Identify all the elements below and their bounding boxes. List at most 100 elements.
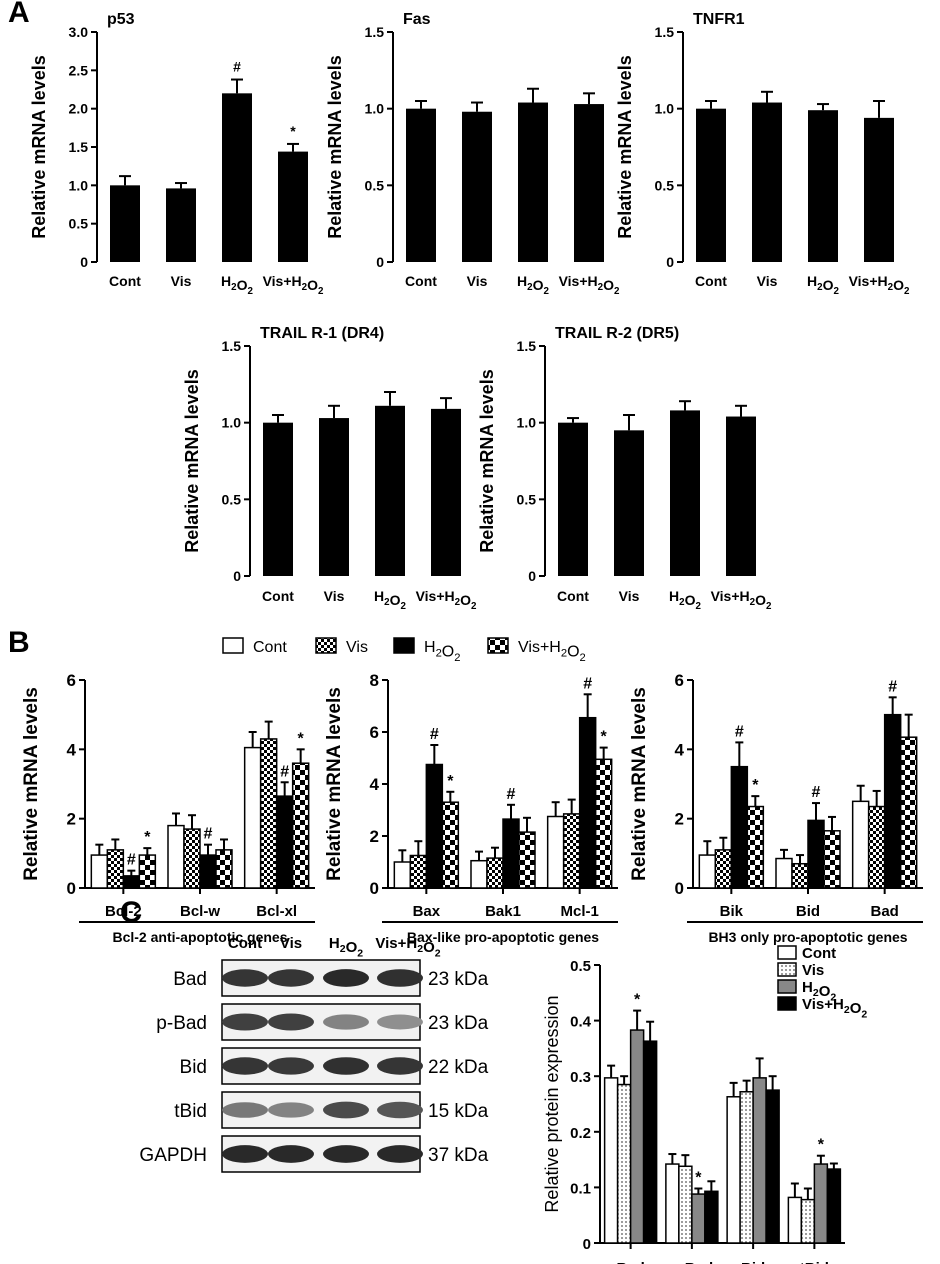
y-tick-label: 0.4 bbox=[570, 1014, 592, 1031]
blot-band bbox=[377, 1101, 423, 1119]
x-tick-label: Bcl-2 bbox=[105, 903, 142, 920]
x-tick-label: Cont bbox=[262, 588, 294, 604]
x-tick-label: Bak1 bbox=[485, 903, 521, 920]
chart-title: Fas bbox=[403, 11, 431, 28]
significance-mark: # bbox=[233, 59, 241, 75]
significance-mark: * bbox=[752, 777, 759, 794]
blot-band bbox=[222, 1013, 268, 1031]
y-tick-label: 1.5 bbox=[655, 24, 675, 40]
bar bbox=[106, 849, 125, 889]
chart-title: TRAIL R-2 (DR5) bbox=[555, 325, 679, 342]
y-axis-label: Relative mRNA levels bbox=[629, 687, 650, 881]
blot-kda-label: 22 kDa bbox=[428, 1057, 489, 1078]
blot-band bbox=[377, 969, 423, 987]
bar bbox=[259, 738, 278, 889]
chart-b3: 0 2 4 6 Relative mRNA levels # * Bik # Bid # Bad BH3… bbox=[629, 671, 923, 945]
significance-mark: # bbox=[888, 678, 897, 695]
significance-mark: # bbox=[204, 826, 213, 843]
blot-column-label: H2O2 bbox=[329, 935, 363, 959]
bar bbox=[726, 1096, 741, 1244]
bar bbox=[899, 736, 918, 889]
bar bbox=[425, 763, 444, 889]
x-tick-label: Vis+H2O2 bbox=[849, 273, 910, 297]
y-tick-label: 0.1 bbox=[570, 1180, 591, 1197]
significance-mark: # bbox=[583, 675, 592, 692]
bar bbox=[808, 110, 838, 262]
x-tick-label: Vis+H2O2 bbox=[263, 273, 324, 297]
legend-label: H2O2 bbox=[802, 979, 836, 1003]
bar bbox=[698, 854, 717, 889]
y-tick-label: 0 bbox=[583, 1236, 591, 1253]
y-tick-label: 0.5 bbox=[365, 177, 385, 193]
y-tick-label: 0.5 bbox=[69, 216, 89, 232]
panel-label-b: B bbox=[8, 626, 30, 659]
blot-band bbox=[222, 1102, 268, 1118]
legend-swatch bbox=[777, 945, 797, 960]
bar bbox=[746, 805, 765, 889]
y-tick-label: 0 bbox=[67, 879, 76, 898]
bar bbox=[518, 831, 536, 889]
y-tick-label: 2.0 bbox=[69, 101, 89, 117]
legend-label: Vis bbox=[346, 639, 368, 656]
chart-title: p53 bbox=[107, 11, 135, 28]
y-tick-label: 1.0 bbox=[517, 415, 537, 431]
blot-column-label: Vis+H2O2 bbox=[375, 935, 440, 959]
bar bbox=[409, 854, 428, 889]
y-axis-label: Relative mRNA levels bbox=[325, 55, 345, 238]
x-tick-label: Vis bbox=[619, 588, 640, 604]
y-tick-label: 4 bbox=[370, 775, 380, 794]
blot-row-label: Bid bbox=[180, 1057, 207, 1078]
bar bbox=[823, 830, 841, 889]
x-tick-label: Mcl-1 bbox=[560, 903, 598, 920]
x-tick-label: Bad bbox=[870, 903, 898, 920]
y-tick-label: 1.5 bbox=[69, 139, 89, 155]
y-tick-label: 0 bbox=[666, 254, 674, 270]
bar bbox=[800, 1198, 816, 1244]
blot-band bbox=[268, 1145, 314, 1163]
y-axis-label: Relative mRNA levels bbox=[29, 55, 49, 238]
chart-title: TNFR1 bbox=[693, 11, 745, 28]
x-tick-label: Vis+H2O2 bbox=[416, 588, 477, 612]
bar bbox=[791, 862, 809, 889]
bar bbox=[726, 416, 756, 576]
y-tick-label: 0.5 bbox=[222, 491, 242, 507]
bar bbox=[867, 805, 886, 889]
x-tick-label: H2O2 bbox=[517, 273, 549, 297]
x-axis-label: Bax-like pro-apoptotic genes bbox=[407, 929, 599, 945]
bar bbox=[678, 1165, 693, 1244]
significance-mark: * bbox=[447, 773, 454, 790]
blot-column-label: Vis bbox=[280, 935, 302, 952]
significance-mark: # bbox=[127, 852, 136, 869]
blot-band bbox=[268, 1013, 314, 1031]
legend-label: Cont bbox=[802, 945, 836, 962]
bar bbox=[90, 854, 109, 889]
blot-kda-label: 37 kDa bbox=[428, 1145, 489, 1166]
significance-mark: # bbox=[430, 726, 439, 743]
bar bbox=[787, 1196, 803, 1244]
bar bbox=[629, 1029, 645, 1244]
bar bbox=[199, 854, 217, 889]
x-tick-label: tBid bbox=[800, 1260, 829, 1264]
bar bbox=[275, 795, 294, 889]
legend-label: Vis+H2O2 bbox=[518, 639, 586, 664]
legend-label: Cont bbox=[253, 639, 287, 656]
x-axis-label: BH3 only pro-apoptotic genes bbox=[708, 929, 907, 945]
legend-swatch bbox=[487, 637, 509, 654]
y-tick-label: 0.5 bbox=[570, 958, 591, 975]
bar bbox=[166, 188, 196, 262]
blot-band bbox=[222, 1057, 268, 1075]
y-tick-label: 0.5 bbox=[517, 491, 537, 507]
chart-tnfr1: 0 0.5 1.0 1.5 Relative mRNA levels TNFR1 Cont V… bbox=[615, 11, 910, 297]
blot-band bbox=[268, 1057, 314, 1075]
y-tick-label: 0.5 bbox=[655, 177, 675, 193]
significance-mark: * bbox=[634, 992, 641, 1009]
x-tick-label: Cont bbox=[695, 273, 727, 289]
bar bbox=[826, 1168, 842, 1244]
x-tick-label: Cont bbox=[109, 273, 141, 289]
y-axis-label: Relative mRNA levels bbox=[615, 55, 635, 238]
chart-title: TRAIL R-1 (DR4) bbox=[260, 325, 384, 342]
significance-mark: * bbox=[601, 729, 608, 746]
blot-band bbox=[323, 1057, 369, 1075]
blot-kda-label: 15 kDa bbox=[428, 1101, 489, 1122]
y-tick-label: 1.0 bbox=[655, 101, 675, 117]
